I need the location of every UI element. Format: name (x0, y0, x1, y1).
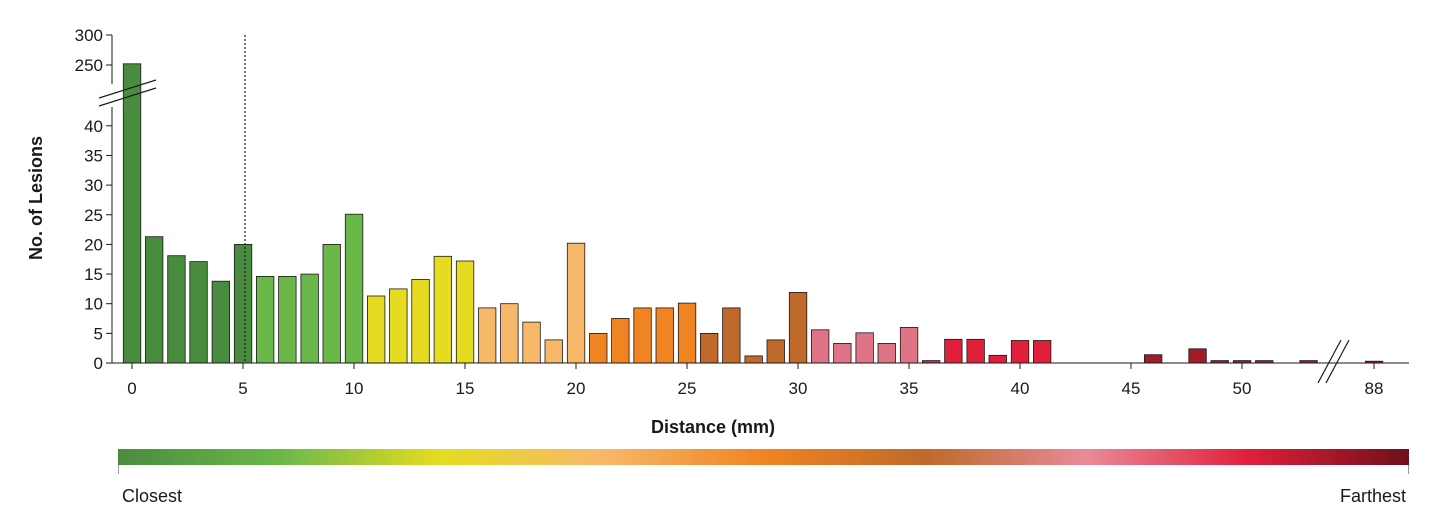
bar-33mm (855, 332, 874, 364)
y-axis-break-mark (98, 87, 157, 107)
bar-48mm (1188, 348, 1207, 364)
bar-9mm (322, 243, 341, 364)
bar-40mm (1010, 340, 1030, 364)
bar-39mm (988, 354, 1007, 364)
y-tick-label: 20 (84, 235, 103, 254)
bar-25mm (677, 302, 697, 364)
x-tick-label: 0 (127, 379, 136, 398)
bar-37mm (944, 338, 963, 364)
bar-46mm (1144, 354, 1163, 364)
y-tick-label: 30 (84, 176, 103, 195)
x-tick-label: 50 (1233, 379, 1252, 398)
y-tick-label: 0 (94, 354, 103, 373)
bars (122, 63, 1384, 364)
color-scale-left-label: Closest (122, 486, 182, 506)
x-tick-label: 45 (1122, 379, 1141, 398)
bar-23mm (633, 307, 652, 364)
bar-6mm (255, 275, 275, 364)
y-axis-title: No. of Lesions (26, 136, 46, 260)
bar-38mm (966, 338, 985, 364)
bar-11mm (366, 295, 386, 364)
bar-32mm (833, 342, 852, 364)
x-tick-label: 88 (1365, 379, 1384, 398)
bar-22mm (611, 318, 630, 364)
bar-8mm (300, 273, 319, 364)
color-scale-bar (118, 449, 1409, 465)
bar-27mm (722, 307, 741, 364)
y-tick-label: 300 (75, 26, 103, 45)
x-tick-label: 40 (1011, 379, 1030, 398)
bar-0mm (122, 63, 142, 364)
bar-12mm (389, 288, 408, 364)
bar-4mm (211, 280, 231, 364)
x-axis-break-mark (1317, 339, 1342, 384)
color-scale-right-label: Farthest (1340, 486, 1406, 506)
x-axis-break-mark (1325, 339, 1350, 384)
bar-10mm (344, 213, 364, 364)
bar-1mm (144, 236, 164, 364)
y-tick-label: 5 (94, 324, 103, 343)
y-tick-label: 250 (75, 56, 103, 75)
bar-30mm (788, 291, 808, 364)
x-axis-title: Distance (mm) (651, 417, 775, 437)
x-tick-label: 15 (456, 379, 475, 398)
bar-18mm (522, 321, 541, 364)
y-tick-label: 25 (84, 206, 103, 225)
axes (98, 35, 1409, 384)
bar-24mm (655, 307, 674, 364)
x-tick-label: 5 (238, 379, 247, 398)
y-tick-label: 40 (84, 117, 103, 136)
x-tick-label: 30 (789, 379, 808, 398)
bar-34mm (877, 342, 896, 364)
bar-20mm (566, 242, 586, 364)
bar-41mm (1033, 340, 1052, 364)
bar-28mm (744, 355, 763, 364)
y-tick-label: 35 (84, 146, 103, 165)
bar-16mm (477, 307, 497, 364)
bar-31mm (811, 329, 830, 364)
bar-15mm (455, 260, 475, 364)
y-tick-label: 10 (84, 295, 103, 314)
bar-7mm (278, 275, 297, 364)
bar-21mm (589, 332, 608, 364)
bar-14mm (433, 255, 453, 364)
y-axis-break-mark (98, 79, 157, 99)
bar-19mm (544, 339, 563, 364)
x-tick-label: 25 (678, 379, 697, 398)
bar-3mm (189, 261, 208, 364)
bar-17mm (500, 303, 519, 364)
bar-13mm (411, 278, 430, 364)
bar-35mm (899, 326, 919, 364)
tick-labels: 0 5 10 15 20 25 30 35 40 250 300 0 5 10 15 20 25 30 35 40 45… (75, 26, 1384, 398)
y-tick-label: 15 (84, 265, 103, 284)
bar-5mm (233, 243, 253, 364)
x-tick-label: 35 (900, 379, 919, 398)
bar-2mm (167, 255, 186, 364)
x-tick-label: 20 (567, 379, 586, 398)
x-tick-label: 10 (345, 379, 364, 398)
bar-29mm (766, 339, 785, 364)
bar-26mm (700, 332, 719, 364)
